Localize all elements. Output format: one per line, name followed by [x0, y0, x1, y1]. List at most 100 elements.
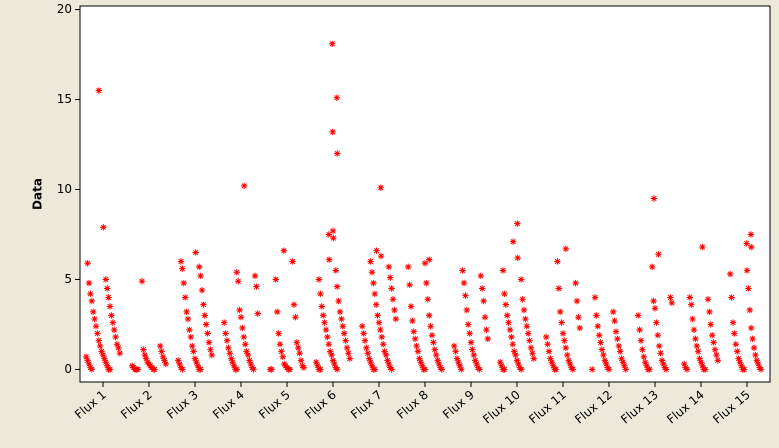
point [635, 312, 642, 319]
point [325, 341, 332, 348]
point [334, 283, 341, 290]
point [743, 267, 751, 274]
point [342, 337, 349, 344]
point [514, 254, 521, 262]
point [508, 333, 515, 341]
point [745, 285, 752, 292]
point [377, 184, 384, 191]
point [292, 314, 299, 321]
point [243, 348, 250, 355]
point [191, 355, 199, 362]
point [470, 351, 477, 359]
point [91, 315, 98, 323]
point [714, 357, 721, 364]
point [706, 308, 713, 316]
point [367, 258, 374, 265]
point [194, 362, 201, 370]
point [431, 346, 438, 353]
point [611, 317, 618, 325]
point [643, 362, 650, 370]
point [426, 256, 433, 263]
point [504, 312, 511, 319]
point [385, 263, 392, 271]
point [162, 360, 169, 368]
point [651, 305, 659, 312]
point [100, 224, 107, 231]
point [368, 362, 376, 370]
point [317, 290, 324, 298]
point [223, 337, 231, 344]
point [501, 290, 508, 298]
point [695, 348, 702, 355]
point [315, 276, 323, 283]
point [569, 366, 576, 373]
point [557, 308, 564, 316]
point [523, 323, 530, 330]
point [600, 351, 607, 359]
point [512, 351, 519, 359]
point [313, 359, 320, 366]
point [438, 366, 445, 373]
point [105, 294, 112, 301]
point [279, 353, 286, 361]
point [346, 355, 353, 362]
y-tick-label: 15 [57, 92, 72, 106]
point [134, 366, 141, 373]
point [552, 366, 560, 373]
point [565, 357, 572, 364]
point [548, 359, 555, 366]
point [710, 339, 717, 346]
point [416, 355, 423, 362]
point [336, 308, 344, 316]
y-tick-label: 5 [64, 272, 72, 286]
point [561, 337, 568, 344]
point [192, 249, 199, 256]
point [151, 366, 158, 373]
point [272, 276, 279, 283]
point [653, 319, 660, 326]
point [205, 339, 213, 346]
point [157, 342, 164, 350]
point [230, 362, 238, 370]
point [564, 351, 571, 359]
point [381, 348, 388, 355]
point [111, 326, 118, 334]
point [378, 333, 385, 341]
point [138, 278, 146, 285]
point [688, 301, 695, 308]
point [729, 319, 737, 326]
point [84, 260, 91, 267]
point [321, 319, 328, 326]
point [509, 341, 516, 348]
point [458, 366, 465, 373]
point [286, 366, 293, 373]
point [183, 308, 190, 316]
point [753, 357, 760, 364]
point [116, 350, 123, 357]
point [519, 296, 526, 303]
point [296, 350, 303, 357]
point [225, 344, 232, 352]
point [240, 182, 248, 190]
point [704, 296, 712, 303]
point [530, 355, 537, 362]
point [636, 326, 643, 334]
point [650, 297, 657, 305]
point [597, 339, 604, 346]
point [467, 339, 475, 346]
point [603, 360, 610, 368]
point [92, 323, 100, 330]
point [113, 341, 121, 348]
point [203, 321, 210, 328]
point [95, 337, 102, 344]
point [341, 330, 348, 337]
point [735, 355, 742, 362]
point [371, 290, 378, 298]
point [187, 333, 194, 341]
point [360, 330, 367, 337]
point [389, 296, 397, 303]
point [204, 330, 211, 337]
point [741, 366, 748, 373]
point [361, 337, 369, 344]
point [513, 357, 521, 364]
